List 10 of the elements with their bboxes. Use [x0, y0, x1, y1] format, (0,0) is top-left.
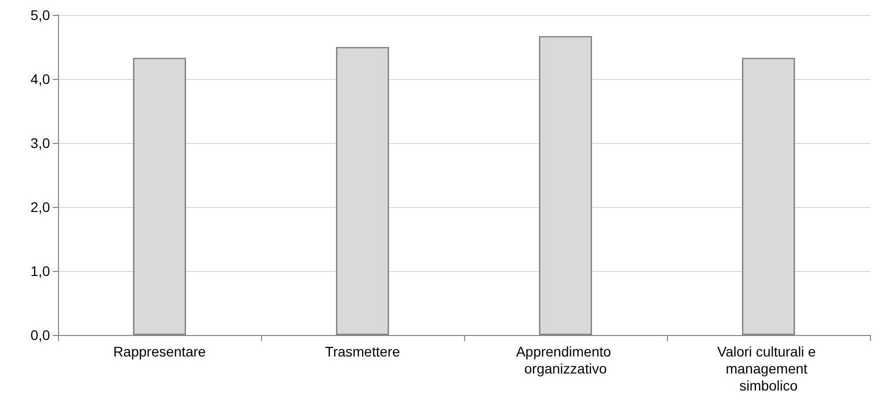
y-tick-label: 5,0	[30, 7, 50, 23]
y-tick-label: 0,0	[30, 327, 50, 343]
y-tick-label: 4,0	[30, 71, 50, 87]
x-tick-label: Trasmettere	[325, 344, 400, 360]
y-tick-label: 1,0	[30, 263, 50, 279]
y-tick-label: 3,0	[30, 135, 50, 151]
x-tick-label: Rappresentare	[113, 344, 206, 360]
x-tick-label: Valori culturali e management simbolico	[717, 344, 820, 394]
x-tick-label: Apprendimento organizzativo	[516, 344, 615, 376]
y-tick-label: 2,0	[30, 199, 50, 215]
